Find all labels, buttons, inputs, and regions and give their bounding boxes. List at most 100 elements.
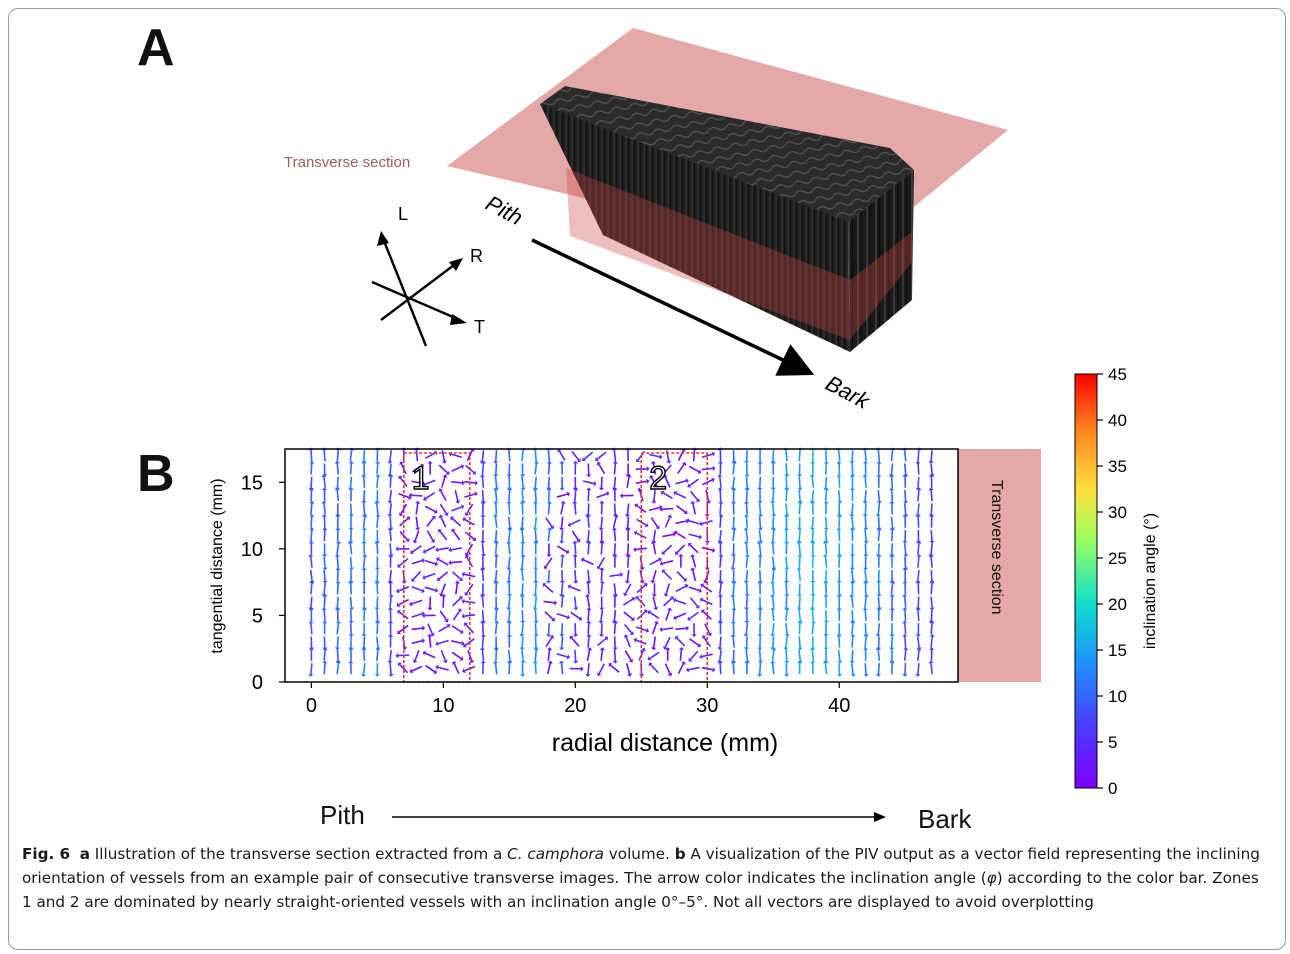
vector-arrow xyxy=(699,519,713,527)
vector-arrow xyxy=(464,480,478,486)
vector-arrow xyxy=(397,558,409,568)
vector-arrow xyxy=(308,553,314,568)
vector-arrow xyxy=(571,530,581,543)
vector-arrow xyxy=(309,500,315,515)
vector-arrow xyxy=(461,613,476,619)
vector-arrow xyxy=(559,569,565,584)
vector-arrow xyxy=(903,543,909,558)
vector-arrow xyxy=(889,623,895,637)
vector-arrow xyxy=(625,516,631,531)
vector-arrow xyxy=(533,460,539,475)
vector-arrow xyxy=(661,544,673,555)
vector-arrow xyxy=(348,460,354,475)
vector-arrow xyxy=(520,463,526,478)
vector-arrow xyxy=(757,569,763,584)
vector-arrow xyxy=(662,636,671,650)
vector-arrow xyxy=(421,612,436,619)
vector-arrow xyxy=(757,623,763,637)
vector-arrow xyxy=(559,476,565,491)
vector-arrow xyxy=(532,476,538,491)
vector-arrow xyxy=(849,543,856,558)
vector-arrow xyxy=(415,500,421,515)
vector-arrow xyxy=(559,529,565,544)
vector-arrow xyxy=(464,503,474,516)
vector-arrow xyxy=(480,543,487,558)
caption-species: C. camphora xyxy=(507,845,604,863)
vector-arrow xyxy=(464,555,474,568)
vector-arrow xyxy=(783,636,789,651)
vector-arrow xyxy=(335,649,341,664)
vector-arrow xyxy=(569,635,580,647)
vector-arrow xyxy=(717,593,724,608)
vector-arrow xyxy=(810,620,816,635)
vector-arrow xyxy=(361,636,367,651)
vector-arrow xyxy=(427,460,433,475)
vector-arrow xyxy=(520,490,526,504)
vector-arrow xyxy=(744,450,750,464)
vector-arrow xyxy=(362,503,368,518)
vector-arrow xyxy=(823,593,829,608)
vector-arrow xyxy=(757,503,764,518)
vector-arrow xyxy=(348,569,354,584)
vector-arrow xyxy=(441,474,448,488)
block-side-face xyxy=(848,170,914,352)
vector-arrow xyxy=(687,478,700,488)
vector-arrow xyxy=(651,620,659,635)
zone-1-label: 1 xyxy=(412,460,430,496)
vector-arrow xyxy=(849,556,855,571)
vector-arrow xyxy=(596,557,606,570)
vector-arrow xyxy=(451,528,461,541)
colorbar-tick-label: 25 xyxy=(1108,549,1127,568)
vector-arrow xyxy=(596,491,610,499)
vector-field xyxy=(308,447,935,677)
vector-arrow xyxy=(573,569,579,584)
vector-arrow xyxy=(435,547,449,553)
vector-arrow xyxy=(361,540,367,555)
vector-arrow xyxy=(837,490,843,504)
vector-arrow xyxy=(598,516,604,531)
vector-arrow xyxy=(743,623,749,637)
vector-arrow xyxy=(412,649,420,664)
vector-arrow xyxy=(730,569,737,584)
vector-arrow xyxy=(743,527,749,542)
vector-arrow xyxy=(599,530,605,544)
vector-arrow xyxy=(743,514,750,528)
vector-arrow xyxy=(744,649,751,664)
vector-arrow xyxy=(361,596,367,611)
vector-arrow xyxy=(902,556,909,571)
vector-arrow xyxy=(322,556,328,571)
vector-arrow xyxy=(690,567,697,582)
vector-arrow xyxy=(889,569,895,584)
vector-arrow xyxy=(520,476,526,491)
vector-arrow xyxy=(557,448,566,461)
vector-arrow xyxy=(308,636,315,651)
vector-arrow xyxy=(411,611,425,618)
vector-arrow xyxy=(823,530,829,544)
vector-arrow xyxy=(889,593,895,608)
vector-arrow xyxy=(494,476,500,491)
vector-arrow xyxy=(493,530,499,544)
vector-arrow xyxy=(675,583,689,593)
vector-arrow xyxy=(321,607,327,621)
bark-label-b: Bark xyxy=(918,804,972,834)
vector-arrow xyxy=(545,635,555,648)
vector-arrow xyxy=(863,516,869,531)
colorbar-tick-label: 0 xyxy=(1108,779,1117,798)
vector-arrow xyxy=(757,649,764,664)
vector-arrow xyxy=(836,543,842,558)
vector-arrow xyxy=(464,583,474,596)
vector-arrow xyxy=(662,531,676,538)
vector-arrow xyxy=(743,500,750,515)
vector-arrow xyxy=(784,476,790,491)
vector-arrow xyxy=(902,580,908,595)
vector-arrow xyxy=(532,596,538,611)
vector-arrow xyxy=(639,556,645,571)
vector-arrow xyxy=(635,466,650,472)
vector-arrow xyxy=(651,583,657,598)
vector-arrow xyxy=(744,553,751,568)
pith-bark-axis-arrow xyxy=(392,812,886,822)
colorbar-ticks: 0 5 10 15 20 25 30 35 40 45 xyxy=(1097,365,1127,798)
vector-arrow xyxy=(611,527,617,542)
vector-arrow xyxy=(701,546,716,553)
